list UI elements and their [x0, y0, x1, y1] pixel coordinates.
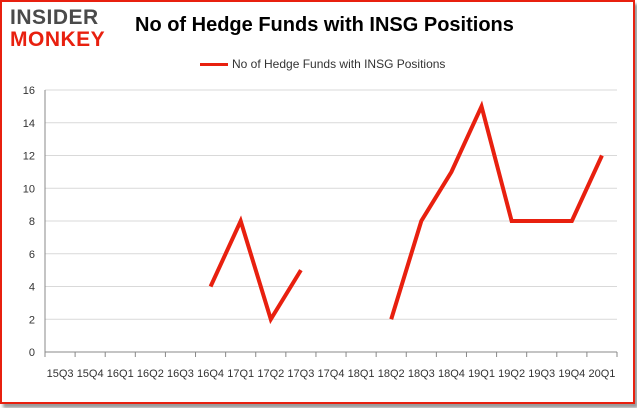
x-tick-label: 19Q1 [468, 368, 495, 380]
legend-label: No of Hedge Funds with INSG Positions [232, 57, 446, 71]
x-tick-label: 15Q4 [77, 368, 104, 380]
chart-title: No of Hedge Funds with INSG Positions [135, 14, 514, 36]
x-tick-label: 17Q2 [257, 368, 284, 380]
logo-line-1: INSIDER [10, 6, 99, 29]
x-tick-label: 17Q1 [227, 368, 254, 380]
series-line [208, 215, 303, 325]
y-tick-label: 6 [29, 249, 35, 261]
x-tick-label: 18Q1 [348, 368, 375, 380]
logo-line-2: MONKEY [10, 28, 106, 51]
series-line [389, 100, 604, 320]
x-tick-label: 16Q3 [167, 368, 194, 380]
x-tick-label: 18Q3 [408, 368, 435, 380]
y-tick-label: 0 [29, 347, 35, 359]
y-tick-label: 4 [29, 282, 35, 294]
insider-monkey-logo: INSIDER MONKEY [10, 7, 105, 51]
x-tick-label: 20Q1 [588, 368, 615, 380]
y-tick-label: 10 [23, 183, 35, 195]
x-tick-label: 16Q2 [137, 368, 164, 380]
x-tick-label: 16Q4 [197, 368, 224, 380]
y-tick-label: 12 [23, 151, 35, 163]
x-tick-label: 16Q1 [107, 368, 134, 380]
x-tick-label: 18Q4 [438, 368, 465, 380]
y-tick-label: 14 [23, 118, 35, 130]
x-tick-label: 19Q3 [528, 368, 555, 380]
x-tick-label: 17Q3 [287, 368, 314, 380]
x-tick-label: 19Q2 [498, 368, 525, 380]
x-tick-label: 17Q4 [318, 368, 345, 380]
x-tick-label: 15Q3 [47, 368, 74, 380]
x-tick-label: 18Q2 [378, 368, 405, 380]
legend-swatch [200, 62, 228, 66]
y-tick-label: 16 [23, 85, 35, 97]
y-tick-label: 2 [29, 314, 35, 326]
x-tick-label: 19Q4 [558, 368, 585, 380]
y-tick-label: 8 [29, 216, 35, 228]
chart-legend: No of Hedge Funds with INSG Positions [200, 57, 445, 71]
